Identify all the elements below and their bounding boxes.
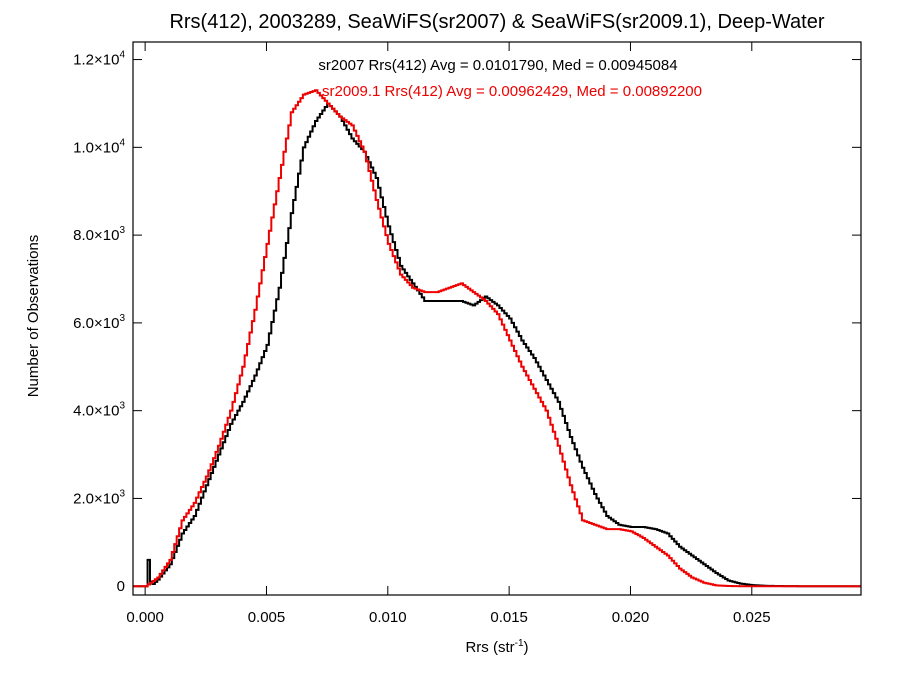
- x-tick-label: 0.005: [248, 609, 286, 626]
- y-tick-label: 0: [117, 578, 125, 595]
- series-layer: [133, 89, 861, 588]
- x-tick-label: 0.025: [733, 609, 771, 626]
- y-tick-label: 1.2×104: [73, 50, 125, 69]
- y-tick-exponent: 3: [119, 488, 125, 499]
- x-tick-label: 0.010: [369, 609, 407, 626]
- y-axis-label: Number of Observations: [25, 235, 42, 398]
- y-tick-exponent: 3: [119, 401, 125, 412]
- x-axis-label-base: Rrs (str: [465, 639, 514, 656]
- y-tick-mantissa: 6.0×10: [73, 315, 119, 332]
- series-line-sr2009-1: [133, 89, 861, 588]
- x-tick-label: 0.020: [612, 609, 650, 626]
- y-tick-mantissa: 8.0×10: [73, 227, 119, 244]
- y-tick-mantissa: 2.0×10: [73, 490, 119, 507]
- x-tick-label: 0.000: [126, 609, 164, 626]
- plot-frame: [132, 41, 862, 596]
- chart-title: Rrs(412), 2003289, SeaWiFS(sr2007) & Sea…: [169, 11, 824, 33]
- legend-annotation-sr2007: sr2007 Rrs(412) Avg = 0.0101790, Med = 0…: [318, 57, 677, 74]
- y-tick-label: 1.0×104: [73, 137, 125, 156]
- y-tick-label: 2.0×103: [73, 488, 125, 507]
- y-tick-exponent: 4: [119, 50, 125, 61]
- y-tick-mantissa: 0: [117, 578, 125, 595]
- y-tick-mantissa: 4.0×10: [73, 403, 119, 420]
- y-tick-label: 8.0×103: [73, 225, 125, 244]
- y-tick-exponent: 3: [119, 313, 125, 324]
- x-axis-label-superscript: -1: [515, 638, 524, 649]
- x-axis-label: Rrs (str-1): [465, 638, 528, 656]
- y-tick-mantissa: 1.2×10: [73, 52, 119, 69]
- x-axis-label-close: ): [524, 639, 529, 656]
- y-axis-ticks: 02.0×1034.0×1036.0×1038.0×1031.0×1041.2×…: [73, 50, 861, 595]
- x-axis-ticks: 0.000 0.005 0.010 0.015 0.020 0.025: [126, 42, 771, 626]
- y-tick-mantissa: 1.0×10: [73, 139, 119, 156]
- series-line-sr2007: [133, 102, 861, 588]
- y-tick-exponent: 4: [119, 137, 125, 148]
- legend-annotation-sr2009: sr2009.1 Rrs(412) Avg = 0.00962429, Med …: [322, 83, 702, 100]
- y-tick-label: 4.0×103: [73, 401, 125, 420]
- y-tick-exponent: 3: [119, 225, 125, 236]
- y-tick-label: 6.0×103: [73, 313, 125, 332]
- x-tick-label: 0.015: [490, 609, 528, 626]
